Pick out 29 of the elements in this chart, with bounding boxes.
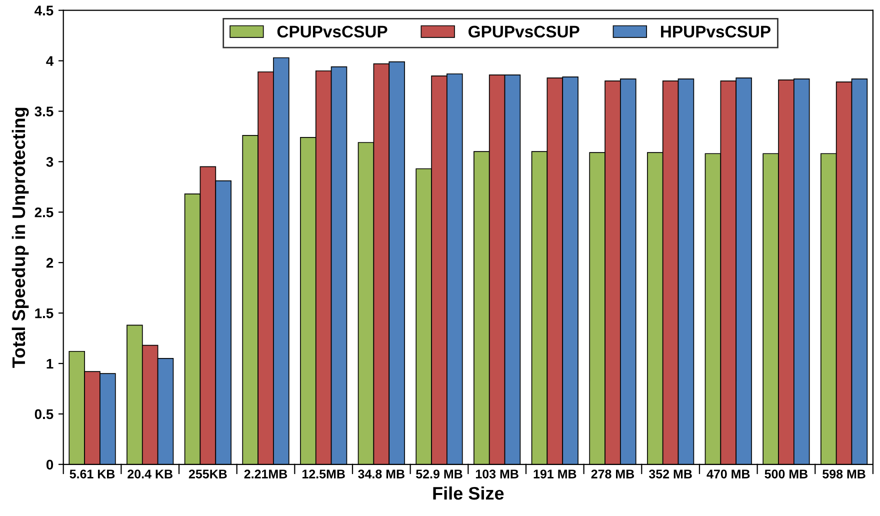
legend-label: HPUPvsCSUP <box>661 26 770 38</box>
x-tick-label: 5.61 KB <box>70 470 115 478</box>
y-tick-label: 2 <box>46 258 54 268</box>
y-tick-label: 1.5 <box>35 308 54 318</box>
y-tick-label: 0 <box>46 460 54 470</box>
y-tick-label: 4.5 <box>34 6 54 16</box>
x-tick-label: 278 MB <box>591 470 634 478</box>
x-tick-label: 12.5MB <box>302 470 345 478</box>
y-tick-label: 3 <box>46 157 54 167</box>
x-tick-label: 20.4 KB <box>128 470 172 478</box>
x-tick-label: 103 MB <box>476 470 518 478</box>
y-axis-title: Total Speedup in Unprotecting <box>12 108 29 368</box>
x-tick-label: 598 MB <box>822 470 866 478</box>
legend-label: GPUPvsCSUP <box>468 26 580 38</box>
legend-label: CPUPvsCSUP <box>277 26 388 38</box>
x-tick-label: 500 MB <box>764 470 808 478</box>
y-tick-label: 3.5 <box>34 106 54 116</box>
x-tick-label: 470 MB <box>706 470 750 478</box>
x-tick-label: 34.8 MB <box>358 470 404 478</box>
x-tick-label: 52.9 MB <box>416 470 462 478</box>
x-tick-label: 2.21MB <box>244 470 288 478</box>
x-tick-label: 352 MB <box>648 470 692 478</box>
x-tick-label: 255KB <box>188 470 227 478</box>
y-tick-label: 4 <box>46 56 54 66</box>
y-tick-label: 0.5 <box>34 409 54 420</box>
x-axis-title: File Size <box>433 486 504 500</box>
y-tick-label: 1 <box>46 358 54 369</box>
x-tick-label: 191 MB <box>534 470 576 478</box>
y-tick-label: 2.5 <box>34 207 54 218</box>
